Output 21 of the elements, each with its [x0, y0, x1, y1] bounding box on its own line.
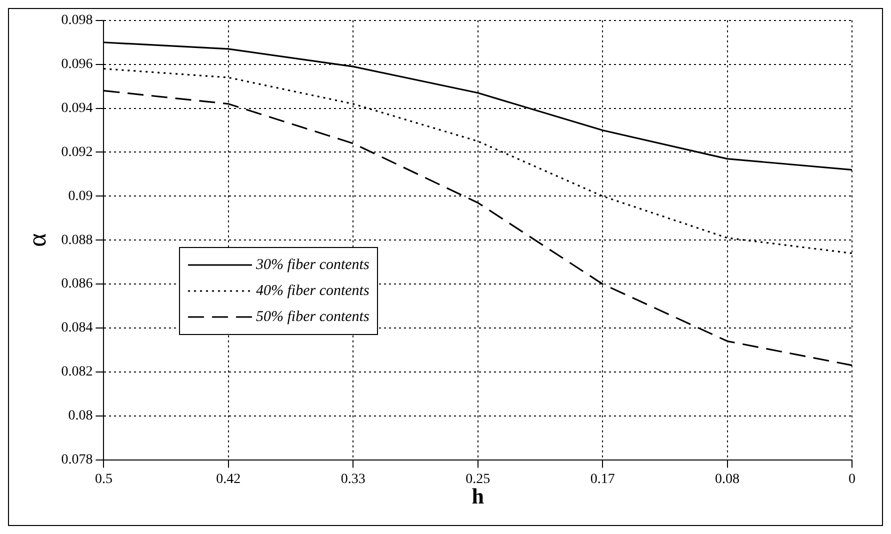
y-tick-label: 0.09: [68, 188, 93, 204]
y-tick-label: 0.082: [61, 364, 93, 380]
x-tick-label: 0.42: [216, 472, 241, 487]
legend-label: 30% fiber contents: [256, 256, 370, 274]
x-tick-label: 0.5: [94, 472, 112, 487]
x-tick-label: 0.08: [715, 472, 740, 487]
y-tick-label: 0.096: [61, 57, 93, 72]
x-tick-label: 0.33: [340, 472, 366, 487]
y-tick-label: 0.078: [61, 452, 93, 468]
y-tick-label: 0.088: [61, 232, 93, 248]
legend-label: 50% fiber contents: [256, 308, 370, 326]
y-axis-title: α: [22, 232, 52, 247]
x-tick-label: 0: [848, 472, 856, 487]
x-tick-label: 0.17: [590, 472, 615, 487]
y-tick-label: 0.084: [61, 320, 93, 336]
y-tick-label: 0.092: [61, 144, 93, 160]
y-tick-label: 0.08: [68, 408, 93, 424]
y-tick-label: 0.098: [61, 13, 93, 28]
y-tick-label: 0.094: [61, 100, 93, 116]
y-tick-label: 0.086: [61, 276, 93, 292]
legend-label: 40% fiber contents: [256, 282, 370, 300]
